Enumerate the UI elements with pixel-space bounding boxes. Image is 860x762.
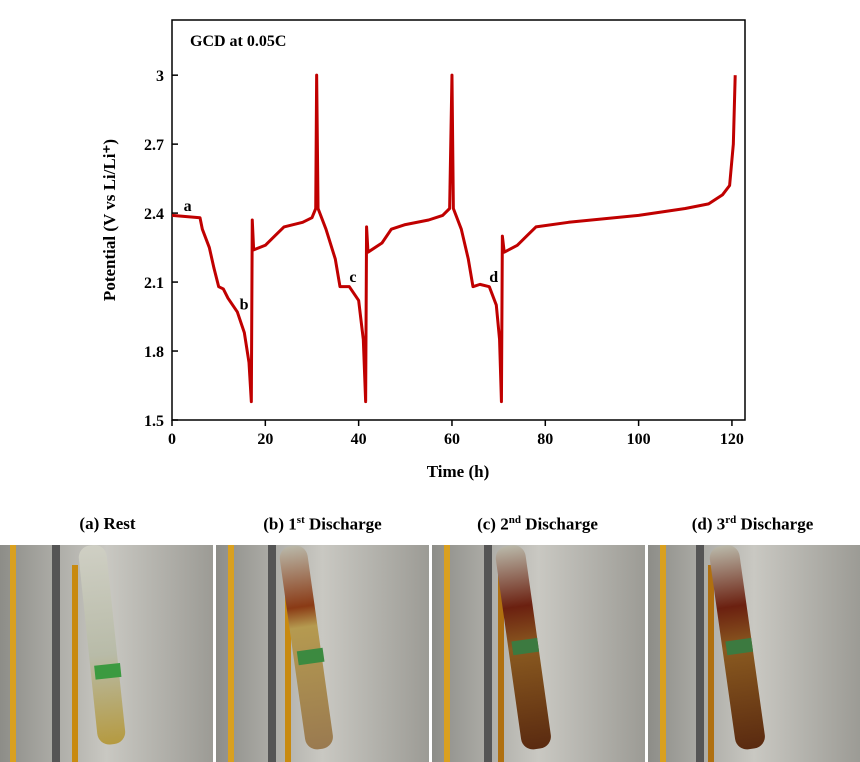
panel-caption: (a) Rest bbox=[0, 514, 215, 534]
caption-text: Discharge bbox=[304, 514, 382, 534]
caption-text: (d) 3 bbox=[691, 514, 726, 534]
x-tick-label: 80 bbox=[537, 431, 553, 448]
x-tick-label: 20 bbox=[257, 431, 273, 448]
caption-text: Discharge bbox=[736, 514, 814, 534]
caption-sup: st bbox=[296, 514, 305, 526]
point-label: c bbox=[349, 269, 356, 286]
panel-caption: (c) 2nd Discharge bbox=[430, 514, 645, 535]
y-tick-label: 2.1 bbox=[144, 275, 164, 292]
y-tick-label: 2.7 bbox=[144, 137, 164, 154]
plot-frame bbox=[171, 19, 746, 421]
panel-caption: (d) 3rd Discharge bbox=[645, 514, 860, 535]
chart-annotation: GCD at 0.05C bbox=[190, 33, 286, 50]
caption-text: (c) 2 bbox=[477, 514, 509, 534]
x-tick-label: 120 bbox=[720, 431, 744, 448]
panel-caption: (b) 1st Discharge bbox=[215, 514, 430, 535]
y-axis-label: Potential (V vs Li/Li⁺) bbox=[100, 139, 119, 301]
photo bbox=[432, 545, 645, 762]
point-label: a bbox=[184, 198, 192, 215]
point-label: b bbox=[240, 297, 249, 314]
x-tick-label: 40 bbox=[351, 431, 367, 448]
caption-sup: rd bbox=[725, 514, 737, 526]
photo bbox=[216, 545, 429, 762]
photo bbox=[0, 545, 213, 762]
caption-text: (b) 1 bbox=[263, 514, 297, 534]
y-tick-label: 1.5 bbox=[144, 413, 164, 430]
caption-text: Discharge bbox=[520, 514, 598, 534]
photo bbox=[648, 545, 860, 762]
x-tick-label: 100 bbox=[627, 431, 651, 448]
x-tick-label: 0 bbox=[168, 431, 176, 448]
series-line bbox=[171, 73, 737, 404]
y-tick-label: 3 bbox=[156, 68, 164, 85]
caption-sup: nd bbox=[508, 514, 521, 526]
chart: GCD at 0.05C Time (h) Potential (V vs Li… bbox=[100, 19, 746, 481]
y-tick-label: 2.4 bbox=[144, 206, 164, 223]
y-tick-label: 1.8 bbox=[144, 344, 164, 361]
photo-strip bbox=[0, 545, 860, 762]
point-label: d bbox=[489, 269, 498, 286]
x-axis-label: Time (h) bbox=[427, 462, 490, 481]
caption-text: (a) Rest bbox=[79, 514, 136, 533]
x-tick-label: 60 bbox=[444, 431, 460, 448]
